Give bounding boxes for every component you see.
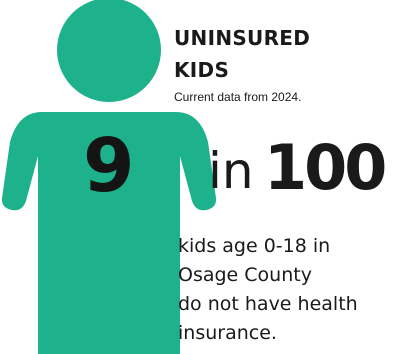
subtitle: Current data from 2024. [174, 90, 302, 104]
description-line-3: do not have health [178, 293, 358, 315]
description-line-2: Osage County [178, 264, 312, 286]
title-line-1: UNINSURED [174, 26, 311, 50]
child-head [57, 0, 161, 102]
child-figure-icon [1, 0, 217, 354]
description: kids age 0-18 in Osage County do not hav… [178, 232, 404, 348]
child-body [1, 112, 217, 354]
stat-total: 100 [264, 131, 387, 204]
title-line-2: KIDS [174, 58, 230, 82]
description-line-1: kids age 0-18 in [178, 235, 331, 257]
stat-connector: in [208, 142, 254, 200]
title: UNINSURED KIDS [174, 22, 310, 86]
stat-count: 9 [83, 123, 134, 209]
description-line-4: insurance. [178, 322, 277, 344]
